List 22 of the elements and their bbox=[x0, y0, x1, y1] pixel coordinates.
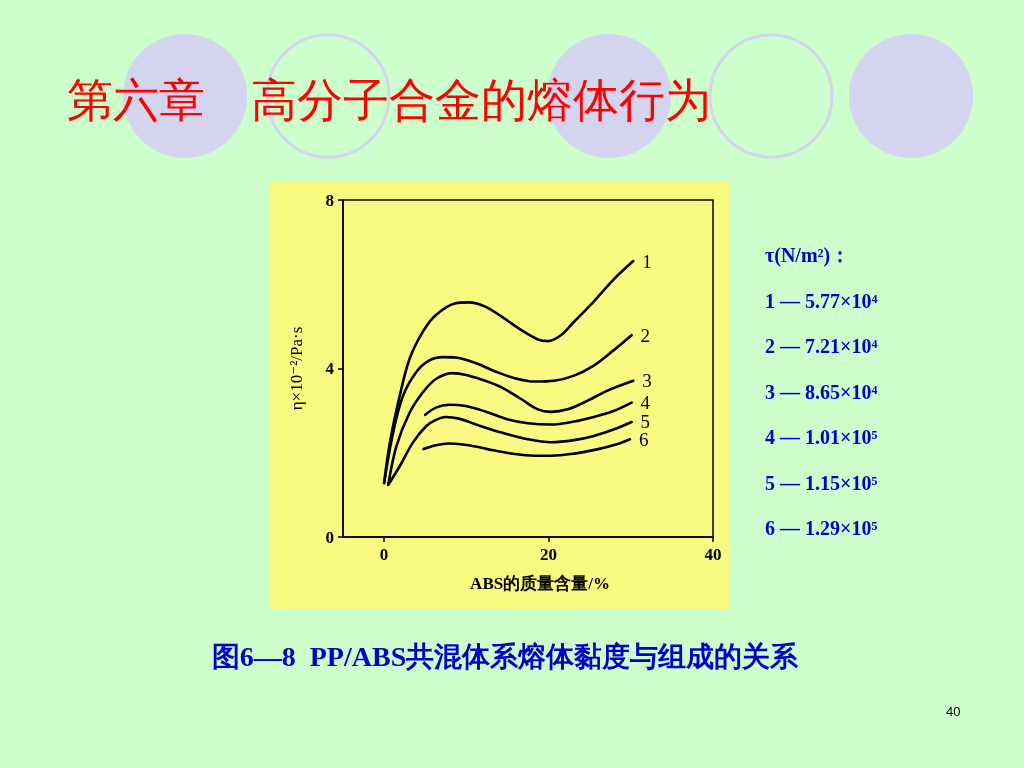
y-tick-label: 0 bbox=[325, 527, 334, 547]
text: 1 — 5.77×10⁴ bbox=[765, 289, 878, 312]
x-tick-label: 0 bbox=[379, 545, 389, 564]
x-tick-label: 40 bbox=[704, 545, 722, 564]
caption: 图6—8 PP/ABS共混体系熔体黏度与组成的关系 bbox=[211, 640, 800, 672]
series-label: 4 bbox=[640, 392, 651, 414]
series-label: 2 bbox=[640, 324, 651, 346]
y-axis-title: η×10⁻²/Pa·s bbox=[287, 326, 306, 411]
y-tick-label: 4 bbox=[325, 359, 335, 378]
text: 5 — 1.15×10⁵ bbox=[765, 471, 878, 494]
text: 40 bbox=[946, 704, 961, 719]
x-axis-title: ABS的质量含量/% bbox=[470, 574, 610, 593]
text: 4 — 1.01×10⁵ bbox=[765, 426, 878, 448]
series-label: 3 bbox=[642, 370, 652, 392]
text: 2 — 7.21×10⁴ bbox=[765, 335, 878, 357]
y-tick-label: 8 bbox=[325, 190, 334, 210]
chart-title: 第六章 高分子合金的熔体行为 bbox=[67, 74, 711, 126]
x-tick-label: 20 bbox=[540, 545, 558, 564]
text: 3 — 8.65×10⁴ bbox=[765, 380, 878, 403]
series-label: 1 bbox=[642, 250, 652, 272]
text: 6 — 1.29×10⁵ bbox=[765, 517, 878, 539]
text: τ(N/m²)： bbox=[765, 244, 851, 267]
